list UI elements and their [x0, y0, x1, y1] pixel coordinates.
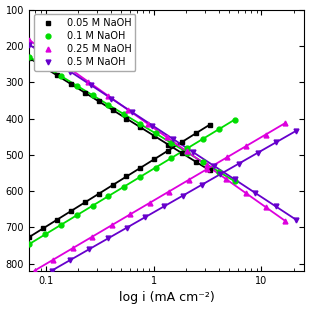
- 0.25 M NaOH: [283, 219, 287, 223]
- 0.05 M NaOH: [180, 151, 184, 155]
- 0.05 M NaOH: [166, 143, 170, 146]
- 0.05 M NaOH: [208, 169, 211, 172]
- 0.1 M NaOH: [170, 141, 173, 145]
- 0.1 M NaOH: [122, 113, 126, 116]
- Line: 0.05 M NaOH: 0.05 M NaOH: [27, 56, 212, 173]
- 0.25 M NaOH: [224, 177, 228, 181]
- 0.1 M NaOH: [43, 65, 47, 69]
- 0.5 M NaOH: [130, 110, 134, 114]
- 0.1 M NaOH: [75, 84, 79, 87]
- 0.05 M NaOH: [194, 160, 198, 164]
- 0.1 M NaOH: [232, 179, 236, 183]
- 0.5 M NaOH: [232, 177, 236, 181]
- 0.5 M NaOH: [89, 83, 93, 87]
- 0.25 M NaOH: [205, 163, 208, 167]
- 0.25 M NaOH: [67, 66, 71, 70]
- 0.25 M NaOH: [165, 136, 169, 140]
- 0.25 M NaOH: [244, 191, 248, 195]
- 0.25 M NaOH: [47, 52, 51, 56]
- 0.25 M NaOH: [106, 94, 110, 98]
- X-axis label: log i (mA cm⁻²): log i (mA cm⁻²): [119, 291, 215, 304]
- 0.05 M NaOH: [28, 56, 31, 60]
- 0.25 M NaOH: [28, 38, 31, 42]
- 0.5 M NaOH: [294, 218, 298, 222]
- 0.05 M NaOH: [111, 108, 114, 112]
- 0.1 M NaOH: [217, 170, 221, 174]
- 0.05 M NaOH: [69, 82, 73, 86]
- 0.1 M NaOH: [138, 122, 142, 126]
- 0.1 M NaOH: [91, 93, 95, 97]
- 0.5 M NaOH: [69, 70, 72, 73]
- 0.05 M NaOH: [97, 100, 101, 103]
- 0.25 M NaOH: [86, 80, 90, 84]
- 0.1 M NaOH: [28, 55, 31, 59]
- 0.1 M NaOH: [106, 103, 110, 107]
- 0.05 M NaOH: [153, 134, 156, 138]
- 0.5 M NaOH: [212, 164, 216, 168]
- 0.05 M NaOH: [83, 91, 87, 95]
- 0.1 M NaOH: [59, 74, 63, 78]
- 0.25 M NaOH: [264, 205, 268, 209]
- 0.5 M NaOH: [151, 124, 154, 127]
- 0.1 M NaOH: [185, 151, 189, 154]
- 0.5 M NaOH: [192, 151, 195, 154]
- 0.05 M NaOH: [139, 125, 142, 129]
- 0.25 M NaOH: [126, 108, 130, 112]
- 0.25 M NaOH: [146, 122, 149, 126]
- Line: 0.1 M NaOH: 0.1 M NaOH: [27, 55, 237, 184]
- 0.5 M NaOH: [48, 56, 52, 60]
- Legend: 0.05 M NaOH, 0.1 M NaOH, 0.25 M NaOH, 0.5 M NaOH: 0.05 M NaOH, 0.1 M NaOH, 0.25 M NaOH, 0.…: [34, 15, 135, 71]
- 0.5 M NaOH: [28, 43, 31, 46]
- 0.05 M NaOH: [125, 117, 128, 121]
- 0.5 M NaOH: [171, 137, 175, 141]
- Line: 0.25 M NaOH: 0.25 M NaOH: [27, 38, 288, 223]
- 0.1 M NaOH: [201, 160, 205, 164]
- 0.25 M NaOH: [185, 149, 189, 153]
- 0.05 M NaOH: [55, 73, 59, 77]
- 0.05 M NaOH: [42, 65, 45, 69]
- 0.5 M NaOH: [110, 97, 113, 100]
- 0.5 M NaOH: [253, 191, 257, 195]
- Line: 0.5 M NaOH: 0.5 M NaOH: [27, 42, 299, 222]
- 0.1 M NaOH: [154, 131, 157, 135]
- 0.5 M NaOH: [274, 204, 277, 208]
